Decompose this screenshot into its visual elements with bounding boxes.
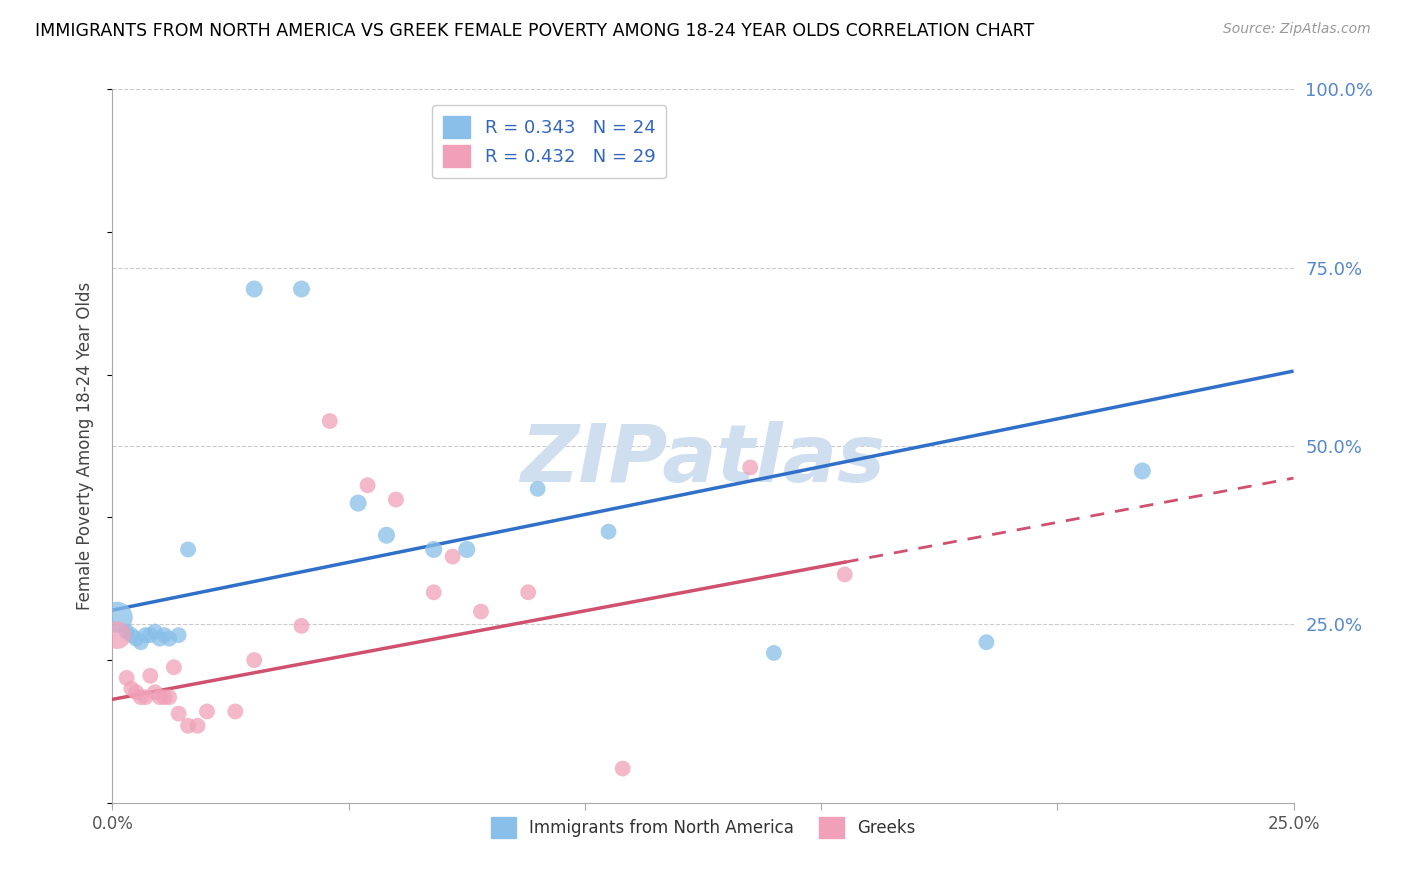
Point — [740, 460, 762, 475]
Point — [470, 605, 492, 619]
Point — [976, 635, 998, 649]
Point — [347, 496, 370, 510]
Point — [517, 585, 540, 599]
Point — [143, 624, 166, 639]
Point — [385, 492, 408, 507]
Point — [290, 619, 312, 633]
Point — [167, 628, 190, 642]
Point — [125, 632, 148, 646]
Point — [135, 628, 157, 642]
Point — [186, 719, 208, 733]
Point — [290, 282, 312, 296]
Point — [167, 706, 190, 721]
Point — [422, 542, 444, 557]
Point — [139, 628, 162, 642]
Point — [157, 632, 180, 646]
Point — [356, 478, 378, 492]
Text: Source: ZipAtlas.com: Source: ZipAtlas.com — [1223, 22, 1371, 37]
Point — [375, 528, 398, 542]
Point — [153, 690, 176, 705]
Point — [129, 690, 152, 705]
Point — [177, 719, 200, 733]
Point — [243, 653, 266, 667]
Point — [224, 705, 246, 719]
Point — [834, 567, 856, 582]
Point — [115, 671, 138, 685]
Point — [125, 685, 148, 699]
Y-axis label: Female Poverty Among 18-24 Year Olds: Female Poverty Among 18-24 Year Olds — [76, 282, 94, 610]
Point — [612, 762, 634, 776]
Point — [153, 628, 176, 642]
Point — [105, 610, 128, 624]
Point — [143, 685, 166, 699]
Text: IMMIGRANTS FROM NORTH AMERICA VS GREEK FEMALE POVERTY AMONG 18-24 YEAR OLDS CORR: IMMIGRANTS FROM NORTH AMERICA VS GREEK F… — [35, 22, 1035, 40]
Point — [115, 624, 138, 639]
Point — [441, 549, 464, 564]
Text: ZIPatlas: ZIPatlas — [520, 421, 886, 500]
Point — [195, 705, 218, 719]
Point — [598, 524, 620, 539]
Point — [422, 585, 444, 599]
Point — [105, 628, 128, 642]
Point — [149, 632, 172, 646]
Point — [1130, 464, 1153, 478]
Point — [135, 690, 157, 705]
Point — [157, 690, 180, 705]
Point — [163, 660, 186, 674]
Point — [243, 282, 266, 296]
Point — [129, 635, 152, 649]
Legend: Immigrants from North America, Greeks: Immigrants from North America, Greeks — [484, 811, 922, 845]
Point — [456, 542, 478, 557]
Point — [139, 669, 162, 683]
Point — [526, 482, 548, 496]
Point — [762, 646, 785, 660]
Point — [149, 690, 172, 705]
Point — [120, 681, 142, 696]
Point — [120, 628, 142, 642]
Point — [319, 414, 342, 428]
Point — [177, 542, 200, 557]
